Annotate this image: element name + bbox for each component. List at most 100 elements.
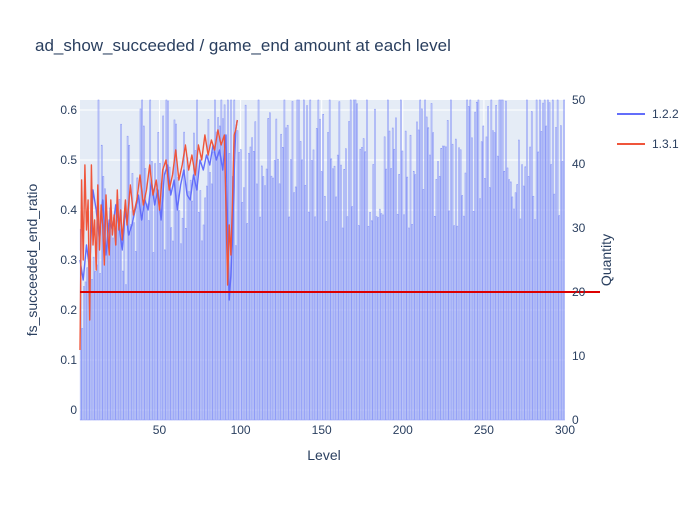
quantity-bar (370, 220, 373, 421)
quantity-bar (398, 174, 400, 421)
x-tick-label: 300 (555, 423, 575, 437)
quantity-bar (506, 167, 509, 421)
quantity-bar (451, 143, 454, 421)
quantity-bar (432, 132, 434, 421)
legend-label[interactable]: 1.3.1 (652, 137, 679, 151)
quantity-bar (199, 190, 202, 421)
quantity-bar (532, 195, 535, 421)
quantity-bar (162, 115, 164, 421)
quantity-bar (141, 99, 143, 421)
quantity-bar (390, 168, 392, 421)
quantity-bar (280, 133, 282, 421)
quantity-bar (427, 127, 430, 421)
quantity-bar (454, 138, 457, 421)
quantity-bar (202, 224, 205, 421)
quantity-bar (222, 118, 224, 421)
quantity-bar (256, 183, 258, 421)
quantity-bar (81, 328, 84, 421)
quantity-bar (395, 117, 397, 421)
quantity-bar (453, 225, 455, 421)
quantity-bar (403, 214, 405, 421)
quantity-bar (92, 256, 95, 421)
quantity-bar (157, 132, 160, 421)
quantity-bar (445, 146, 447, 421)
quantity-bar (286, 124, 289, 421)
quantity-bar (382, 214, 384, 421)
quantity-bar (299, 141, 302, 421)
quantity-bar (306, 105, 308, 421)
quantity-bar (519, 218, 522, 421)
quantity-bar (367, 225, 370, 421)
quantity-bar (254, 121, 257, 421)
quantity-bar (269, 112, 271, 421)
quantity-bar (248, 152, 250, 421)
quantity-bar (543, 99, 546, 421)
quantity-bar (249, 146, 252, 421)
quantity-bar (252, 151, 255, 421)
quantity-bar (109, 207, 111, 421)
y-tick-label-right: 0 (572, 413, 579, 427)
quantity-bar (291, 101, 294, 421)
quantity-bar (172, 240, 174, 421)
y-tick-label-left: 0.1 (60, 353, 77, 367)
quantity-bar (513, 208, 515, 421)
quantity-bar (275, 118, 278, 421)
quantity-bar (435, 179, 438, 421)
quantity-bar (197, 212, 200, 421)
quantity-bar (547, 99, 549, 421)
quantity-bar (529, 146, 531, 421)
quantity-bar (270, 175, 273, 421)
quantity-bar (118, 199, 121, 421)
quantity-bar (345, 148, 347, 421)
quantity-bar (378, 208, 381, 421)
quantity-bar (524, 166, 527, 421)
quantity-bar (503, 170, 506, 421)
quantity-bar (99, 273, 101, 421)
quantity-bar (404, 130, 407, 421)
quantity-bar (480, 141, 483, 421)
quantity-bar (485, 136, 488, 421)
quantity-bar (272, 177, 274, 421)
quantity-bar (131, 173, 134, 421)
quantity-bar (466, 99, 468, 421)
quantity-bar (259, 216, 261, 421)
quantity-bar (235, 245, 237, 421)
quantity-bar (380, 213, 383, 421)
quantity-bar (343, 169, 346, 421)
quantity-bar (540, 131, 543, 421)
quantity-bar (490, 99, 493, 421)
quantity-bar (243, 187, 245, 421)
quantity-bar (257, 99, 260, 421)
quantity-bar (178, 210, 181, 421)
chart-title: ad_show_succeeded / game_end amount at e… (35, 36, 451, 55)
quantity-bar (474, 111, 476, 421)
y-tick-label-right: 40 (572, 157, 586, 171)
quantity-bar (136, 177, 139, 421)
quantity-bar (387, 99, 389, 421)
quantity-bar (244, 104, 247, 421)
quantity-bar (209, 172, 211, 421)
quantity-bar (251, 137, 253, 421)
x-axis-label: Level (307, 447, 340, 463)
quantity-bar (545, 125, 548, 421)
quantity-bar (262, 176, 265, 421)
quantity-bar (446, 120, 449, 421)
quantity-bar (479, 198, 481, 421)
quantity-bar (330, 158, 333, 421)
legend[interactable]: 1.2.2 1.3.1 (617, 107, 679, 151)
quantity-bar (469, 99, 472, 421)
quantity-bar (459, 149, 462, 421)
quantity-bar (220, 99, 223, 421)
quantity-bar (311, 160, 313, 421)
quantity-bar (285, 127, 287, 421)
quantity-bar (102, 176, 105, 421)
quantity-bar (163, 249, 166, 421)
quantity-bar (505, 100, 507, 421)
quantity-bar (194, 150, 197, 421)
quantity-bar (147, 220, 150, 421)
legend-label[interactable]: 1.2.2 (652, 107, 679, 121)
quantity-bar (332, 168, 334, 421)
quantity-bar (238, 152, 240, 421)
quantity-bar (168, 166, 171, 421)
